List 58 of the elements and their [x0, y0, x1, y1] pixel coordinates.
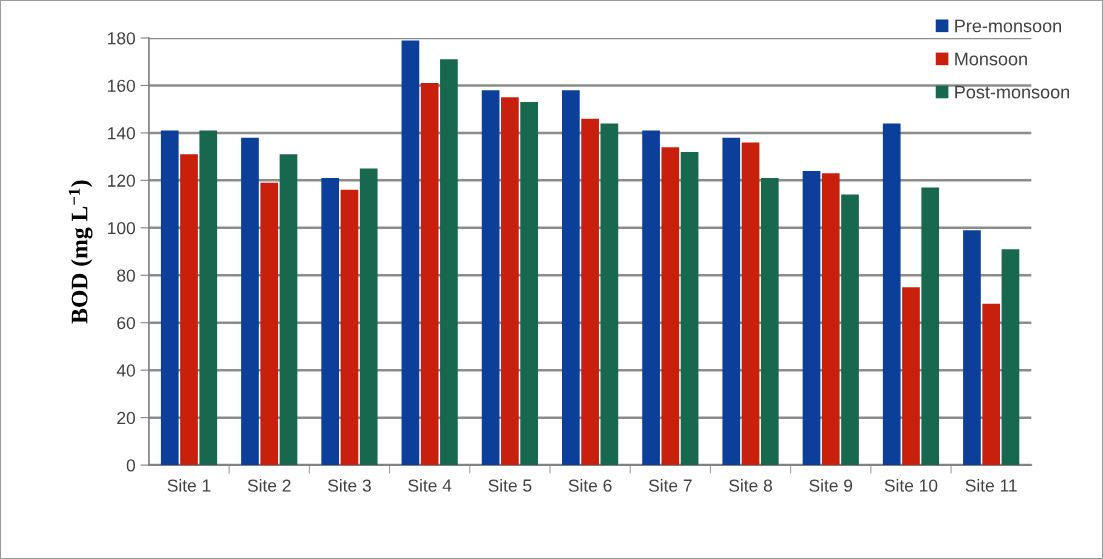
bar [321, 178, 340, 466]
bar [600, 123, 619, 466]
bar [180, 154, 198, 466]
bar [661, 147, 680, 466]
bar [760, 178, 779, 466]
bar [882, 123, 901, 466]
bar [420, 83, 439, 466]
y-tick-label: 100 [108, 221, 136, 235]
bar [199, 130, 218, 466]
bar [359, 168, 378, 466]
bar [562, 90, 580, 466]
bar [401, 40, 420, 466]
x-tick-label: Site 3 [328, 478, 371, 492]
bar [340, 189, 359, 466]
x-tick-label: Site 11 [965, 478, 1017, 492]
y-axis-title: BOD (mg L$^{−1}$) [68, 180, 93, 324]
bar [1001, 249, 1020, 466]
bar [921, 187, 940, 466]
bar [520, 102, 538, 466]
y-tick-label: 140 [108, 127, 136, 140]
legend-label: Monsoon [955, 52, 1027, 66]
bar [680, 151, 699, 466]
bar [963, 230, 981, 466]
bar [279, 154, 298, 466]
bar [741, 142, 760, 466]
x-tick-label: Site 10 [884, 478, 938, 492]
x-tick-label: Site 5 [488, 478, 532, 492]
x-tick-label: Site 1 [167, 478, 211, 492]
bar [160, 130, 179, 466]
x-tick-label: Site 6 [568, 478, 612, 492]
y-tick-label: 120 [108, 174, 136, 187]
bar [260, 182, 279, 466]
bar [440, 59, 458, 466]
bar [581, 118, 599, 466]
x-tick-label: Site 4 [408, 478, 452, 492]
bar [501, 97, 519, 466]
bar [902, 287, 920, 466]
x-tick-label: Site 9 [809, 478, 853, 492]
legend-label: Pre-monsoon [955, 19, 1062, 33]
y-tick-label: 20 [117, 411, 136, 425]
bar [802, 170, 821, 466]
bar [722, 137, 741, 466]
bar [841, 194, 859, 466]
y-tick-label: 0 [126, 459, 136, 472]
bar [481, 90, 500, 466]
x-tick-label: Site 8 [729, 478, 772, 492]
y-tick-label: 160 [108, 79, 136, 92]
y-tick-label: 80 [117, 269, 136, 282]
bar [241, 137, 259, 466]
bar [642, 130, 660, 466]
x-tick-label: Site 7 [648, 478, 692, 492]
bar [821, 173, 840, 466]
x-tick-label: Site 2 [247, 478, 291, 492]
legend-label: Post-monsoon [955, 85, 1070, 99]
y-tick-label: 180 [108, 32, 136, 45]
y-tick-label: 60 [117, 316, 136, 330]
y-tick-label: 40 [116, 364, 136, 377]
bar [982, 303, 1001, 466]
